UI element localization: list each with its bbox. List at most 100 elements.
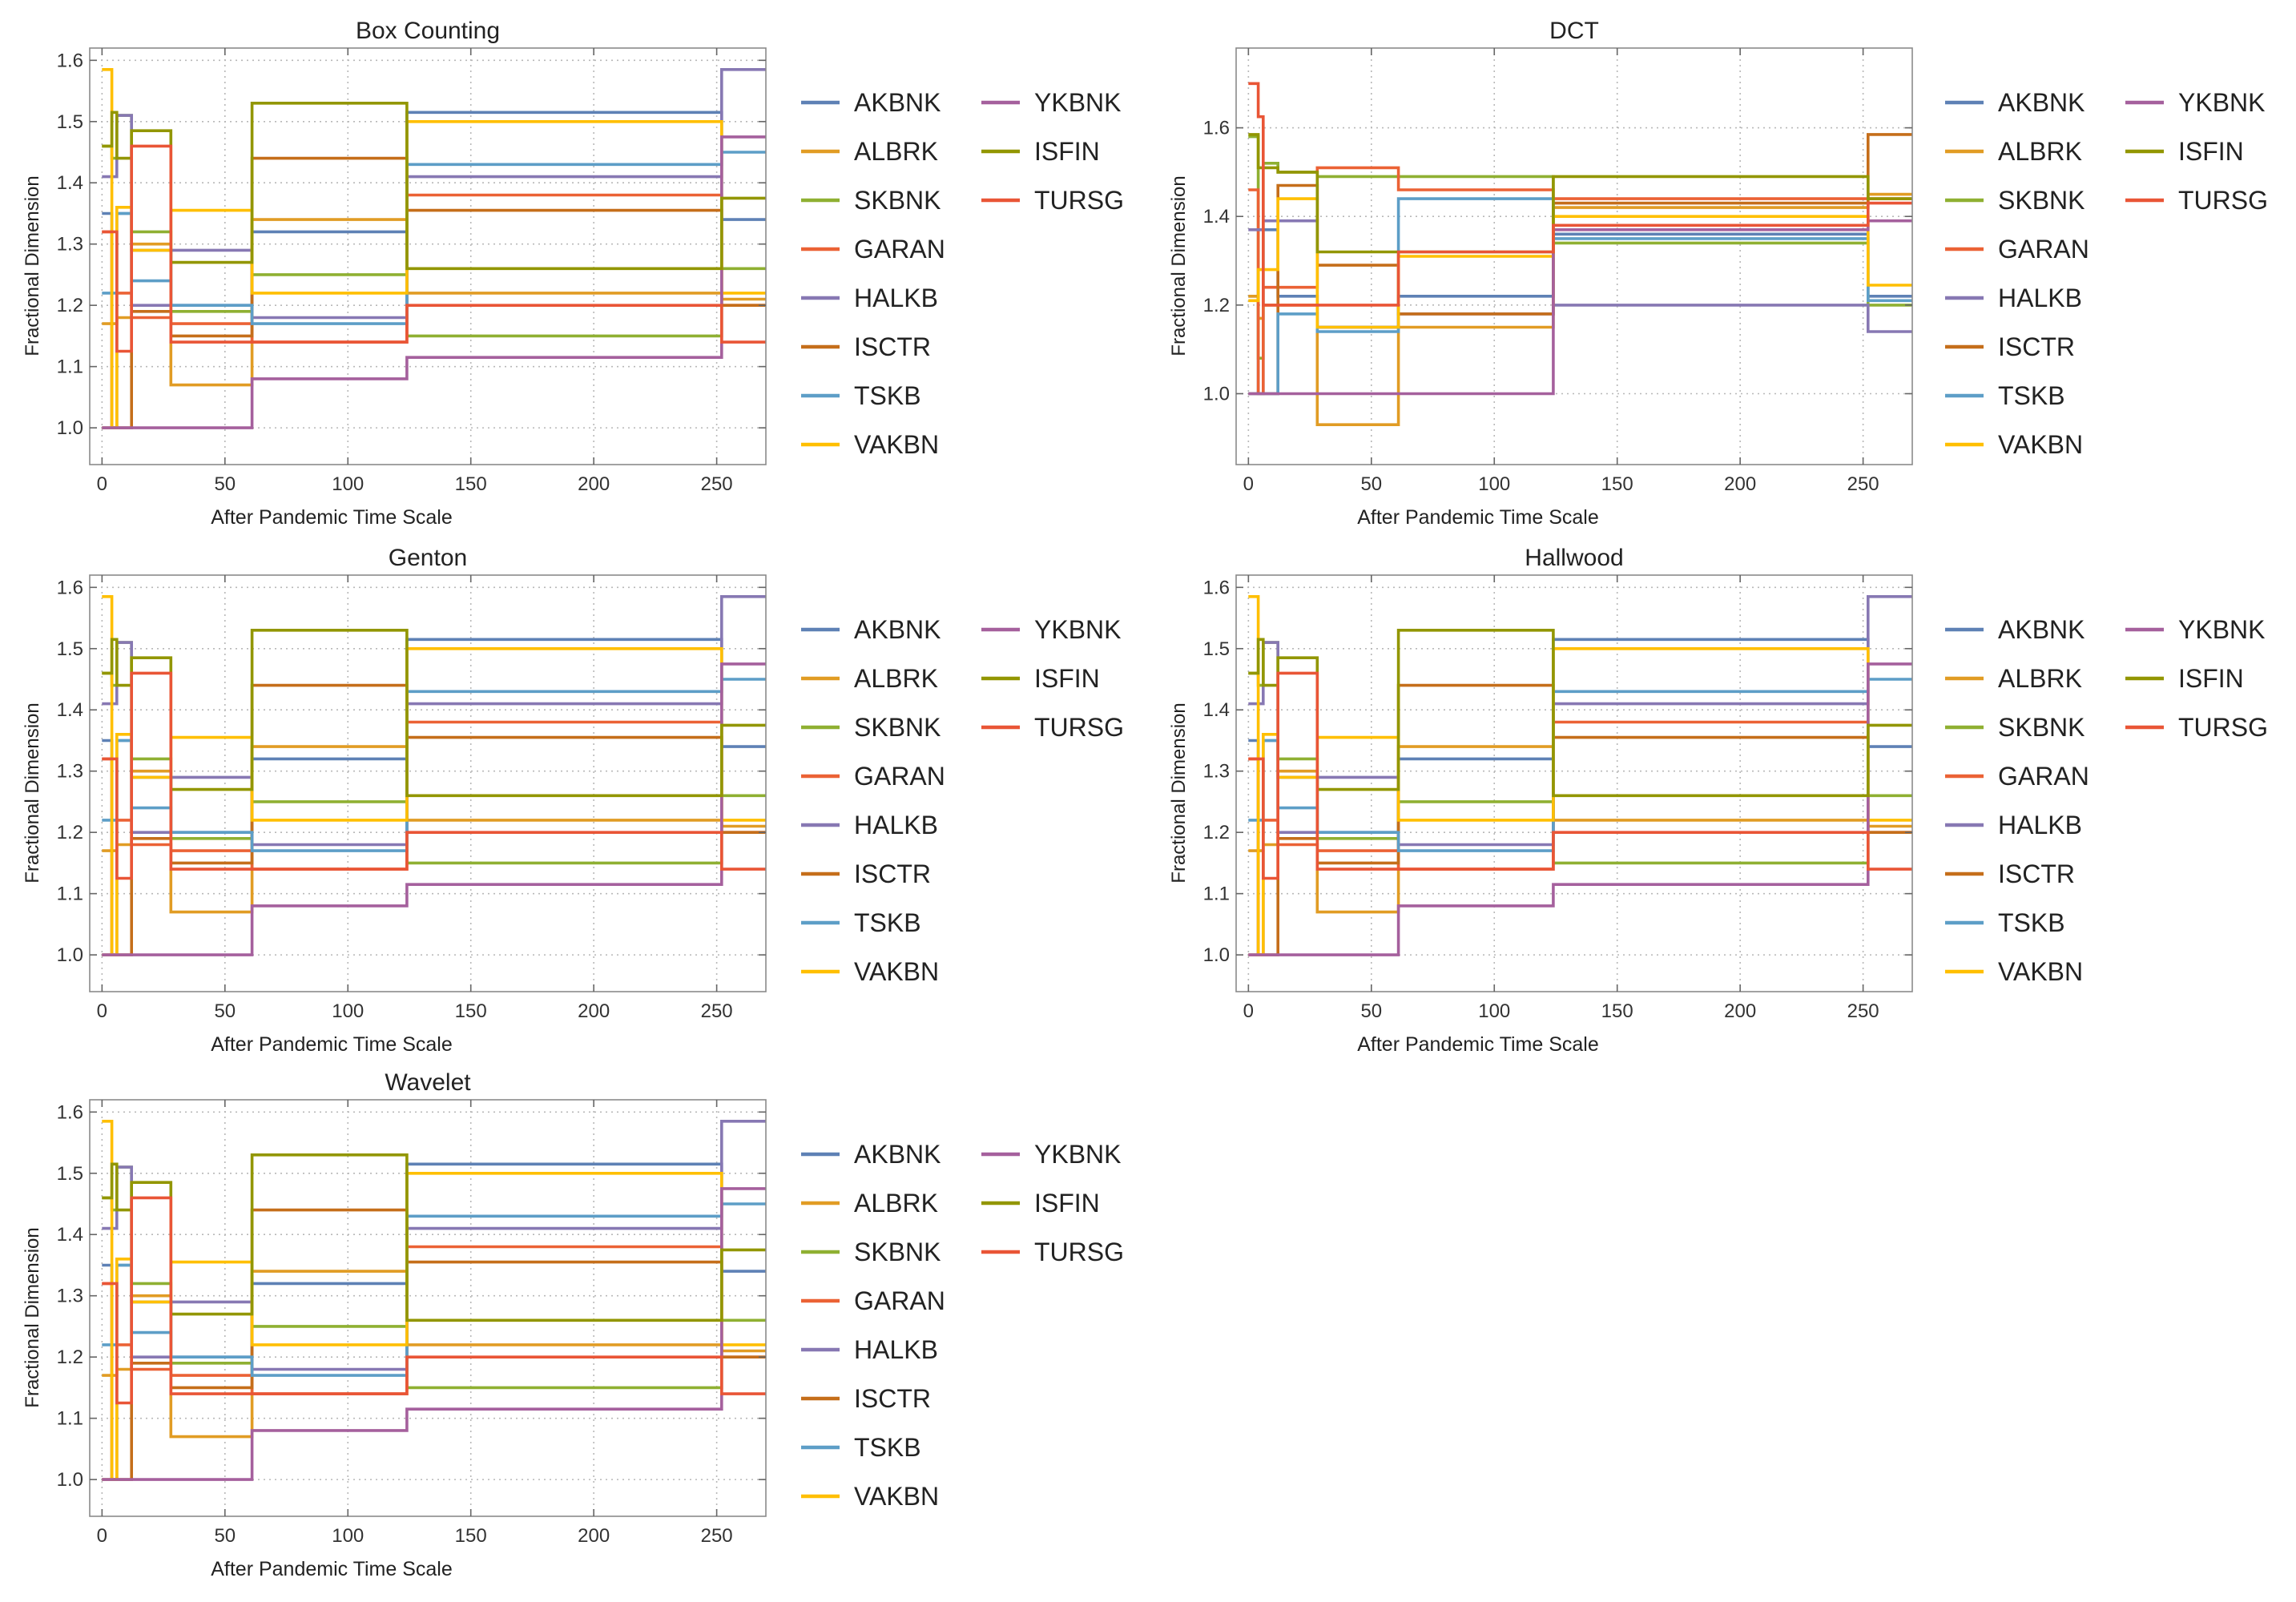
y-tick-label: 1.1 <box>57 1408 83 1430</box>
x-tick-label: 250 <box>1847 473 1879 495</box>
x-tick-label: 150 <box>1601 473 1633 495</box>
y-axis-label: Fractional Dimension <box>1168 702 1190 883</box>
legend-label-skbnk: SKBNK <box>854 713 941 742</box>
legend-label-akbnk: AKBNK <box>1998 88 2085 117</box>
x-tick-label: 200 <box>1724 473 1756 495</box>
chart-panel-3: Hallwood 0 50 100 150 200 250 1.0 1.1 1.2 1.3 1.4 1.… <box>1168 545 2268 1056</box>
y-tick-label: 1.0 <box>57 944 83 966</box>
x-tick-label: 150 <box>1601 1000 1633 1022</box>
legend-label-isctr: ISCTR <box>1998 859 2075 888</box>
x-tick-label: 50 <box>214 1000 236 1022</box>
series-line-tursg <box>1248 671 1912 880</box>
series-line-akbnk <box>102 638 766 956</box>
y-tick-label: 1.0 <box>1203 944 1230 966</box>
legend-label-skbnk: SKBNK <box>1998 186 2085 215</box>
legend-label-skbnk: SKBNK <box>854 1238 941 1266</box>
y-tick-label: 1.6 <box>57 1101 83 1123</box>
y-axis-label: Fractional Dimension <box>1168 175 1190 356</box>
x-axis-label: After Pandemic Time Scale <box>211 506 453 529</box>
x-tick-label: 150 <box>455 473 487 495</box>
series-line-skbnk <box>1248 641 1912 865</box>
legend: AKBNK ALBRK SKBNK GARAN HALKB ISCTR TSKB VAKBN Y… <box>801 88 1124 459</box>
y-tick-label: 1.1 <box>57 884 83 905</box>
legend-label-garan: GARAN <box>854 235 945 264</box>
y-tick-label: 1.2 <box>1203 295 1230 316</box>
legend-label-tskb: TSKB <box>854 908 921 937</box>
y-tick-label: 1.6 <box>57 577 83 598</box>
x-axis-label: After Pandemic Time Scale <box>211 1558 453 1580</box>
series-line-vakbn <box>102 595 766 956</box>
series-line-vakbn <box>1248 197 1912 329</box>
legend-label-garan: GARAN <box>1998 762 2089 791</box>
series-line-albrk <box>1248 745 1912 914</box>
x-tick-label: 0 <box>97 1525 107 1547</box>
chart-panel-2: Genton 0 50 100 150 200 250 1.0 1.1 1.2 1.3 1.4 1.5 1… <box>22 545 1124 1056</box>
x-tick-label: 150 <box>455 1525 487 1547</box>
series-line-akbnk <box>1248 638 1912 956</box>
y-tick-label: 1.3 <box>1203 761 1230 783</box>
x-tick-label: 200 <box>578 473 610 495</box>
chart-title: Hallwood <box>1525 545 1623 571</box>
legend-label-isfin: ISFIN <box>2178 664 2244 693</box>
y-tick-label: 1.5 <box>57 111 83 133</box>
x-tick-label: 50 <box>214 473 236 495</box>
plot-frame <box>89 1099 767 1517</box>
x-axis-label: After Pandemic Time Scale <box>1357 1033 1599 1056</box>
legend-label-isfin: ISFIN <box>1034 664 1100 693</box>
plot-frame <box>1235 574 1913 992</box>
x-tick-label: 250 <box>701 1525 733 1547</box>
series-line-garan <box>1248 166 1912 396</box>
series-line-halkb <box>1248 595 1912 847</box>
x-tick-label: 150 <box>455 1000 487 1022</box>
x-tick-label: 0 <box>1243 473 1254 495</box>
legend-label-halkb: HALKB <box>854 811 938 839</box>
series-line-ykbnk <box>1248 662 1912 956</box>
series-line-tursg <box>102 1196 766 1405</box>
legend: AKBNK ALBRK SKBNK GARAN HALKB ISCTR TSKB VAKBN Y… <box>801 1140 1124 1511</box>
y-tick-label: 1.0 <box>1203 383 1230 405</box>
x-tick-label: 100 <box>1478 1000 1510 1022</box>
legend-label-isfin: ISFIN <box>1034 1189 1100 1218</box>
chart-title: Box Counting <box>356 18 500 44</box>
y-tick-label: 1.0 <box>57 1469 83 1491</box>
series-line-tursg <box>102 671 766 880</box>
x-tick-label: 200 <box>578 1525 610 1547</box>
y-tick-label: 1.2 <box>1203 822 1230 843</box>
legend-label-halkb: HALKB <box>854 1335 938 1364</box>
y-tick-label: 1.4 <box>57 1224 83 1246</box>
y-tick-label: 1.6 <box>57 50 83 71</box>
y-axis-label: Fractional Dimension <box>22 175 43 356</box>
x-tick-label: 100 <box>1478 473 1510 495</box>
y-tick-label: 1.5 <box>57 1163 83 1185</box>
series-line-isfin <box>102 102 766 271</box>
y-tick-label: 1.2 <box>57 822 83 843</box>
legend-label-isctr: ISCTR <box>854 859 931 888</box>
y-tick-label: 1.4 <box>57 172 83 194</box>
legend-label-albrk: ALBRK <box>1998 137 2082 166</box>
legend-label-isfin: ISFIN <box>1034 137 1100 166</box>
legend-label-albrk: ALBRK <box>1998 664 2082 693</box>
y-tick-label: 1.2 <box>57 295 83 316</box>
series-line-akbnk <box>102 1162 766 1481</box>
x-tick-label: 50 <box>1360 473 1382 495</box>
y-tick-label: 1.5 <box>57 638 83 660</box>
legend-label-tursg: TURSG <box>2178 186 2268 215</box>
series-line-vakbn <box>1248 595 1912 956</box>
legend-label-tursg: TURSG <box>1034 1238 1124 1266</box>
x-axis-label: After Pandemic Time Scale <box>1357 506 1599 529</box>
series-line-isctr <box>1248 133 1912 396</box>
series-line-tskb <box>102 678 766 852</box>
x-tick-label: 50 <box>214 1525 236 1547</box>
legend-label-halkb: HALKB <box>854 284 938 312</box>
legend-label-akbnk: AKBNK <box>854 88 941 117</box>
y-tick-label: 1.4 <box>1203 699 1230 721</box>
y-axis-label: Fractional Dimension <box>22 702 43 883</box>
legend-label-skbnk: SKBNK <box>1998 713 2085 742</box>
y-tick-label: 1.6 <box>1203 577 1230 598</box>
legend-label-vakbn: VAKBN <box>1998 957 2083 986</box>
chart-title: Wavelet <box>385 1069 471 1096</box>
x-tick-label: 200 <box>1724 1000 1756 1022</box>
x-tick-label: 200 <box>578 1000 610 1022</box>
y-tick-label: 1.5 <box>1203 638 1230 660</box>
y-tick-label: 1.6 <box>1203 118 1230 139</box>
